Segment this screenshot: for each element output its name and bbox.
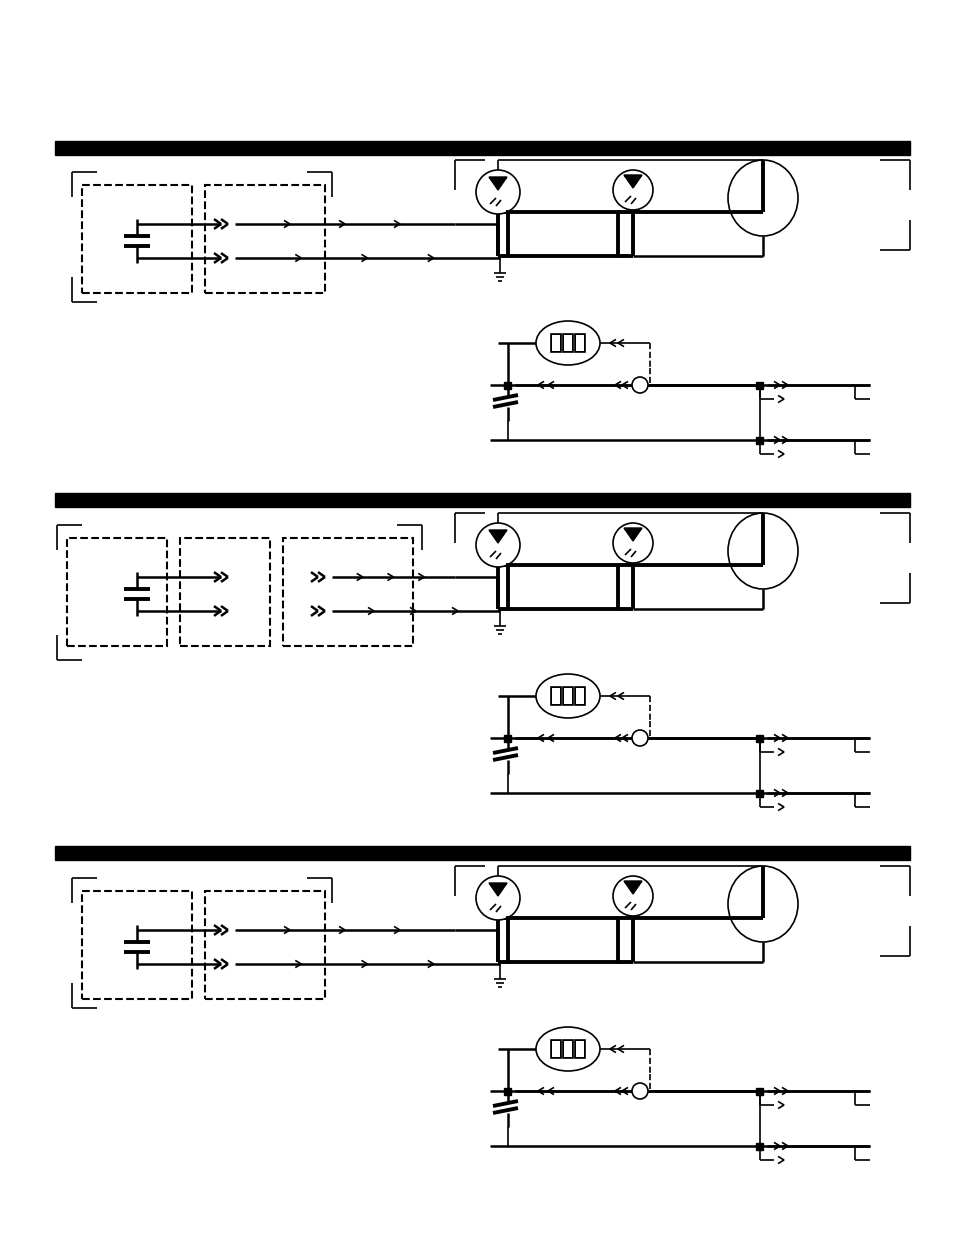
Bar	[283, 538, 413, 646]
Polygon shape	[489, 883, 506, 897]
Bar	[552, 688, 559, 704]
Ellipse shape	[613, 170, 652, 210]
Bar	[551, 1040, 560, 1058]
Bar	[55, 141, 909, 156]
Ellipse shape	[727, 866, 797, 942]
Bar	[756, 436, 762, 443]
Bar	[756, 1142, 762, 1150]
Bar	[756, 735, 762, 741]
Bar	[563, 688, 572, 704]
Bar	[551, 333, 560, 352]
Ellipse shape	[613, 522, 652, 563]
Ellipse shape	[536, 674, 599, 718]
Circle shape	[631, 1083, 647, 1099]
Bar	[576, 688, 583, 704]
Ellipse shape	[613, 876, 652, 916]
Bar	[756, 382, 762, 389]
Polygon shape	[623, 529, 641, 541]
Bar	[575, 1040, 584, 1058]
Bar	[756, 1088, 762, 1094]
Polygon shape	[623, 175, 641, 188]
Bar	[55, 846, 909, 860]
Bar	[563, 335, 572, 351]
Circle shape	[631, 730, 647, 746]
Bar	[575, 333, 584, 352]
Ellipse shape	[476, 876, 519, 920]
Bar	[562, 687, 573, 705]
Ellipse shape	[476, 522, 519, 567]
Bar	[205, 185, 325, 293]
Bar	[504, 735, 511, 741]
Polygon shape	[489, 530, 506, 543]
Bar	[82, 185, 192, 293]
Bar	[552, 335, 559, 351]
Polygon shape	[623, 881, 641, 894]
Bar	[756, 789, 762, 797]
Bar	[575, 687, 584, 705]
Bar	[55, 493, 909, 508]
Bar	[507, 564, 618, 609]
Bar	[67, 538, 167, 646]
Bar	[576, 1041, 583, 1057]
Bar	[507, 918, 618, 962]
Ellipse shape	[476, 170, 519, 214]
Bar	[552, 1041, 559, 1057]
Bar	[551, 687, 560, 705]
Bar	[180, 538, 270, 646]
Bar	[504, 382, 511, 389]
Bar	[576, 335, 583, 351]
Bar	[504, 1088, 511, 1094]
Bar	[562, 333, 573, 352]
Polygon shape	[489, 177, 506, 190]
Ellipse shape	[727, 161, 797, 236]
Circle shape	[631, 377, 647, 393]
Ellipse shape	[727, 513, 797, 589]
Bar	[507, 212, 618, 256]
Ellipse shape	[536, 321, 599, 366]
Bar	[205, 890, 325, 999]
Bar	[82, 890, 192, 999]
Bar	[563, 1041, 572, 1057]
Ellipse shape	[536, 1028, 599, 1071]
Bar	[562, 1040, 573, 1058]
